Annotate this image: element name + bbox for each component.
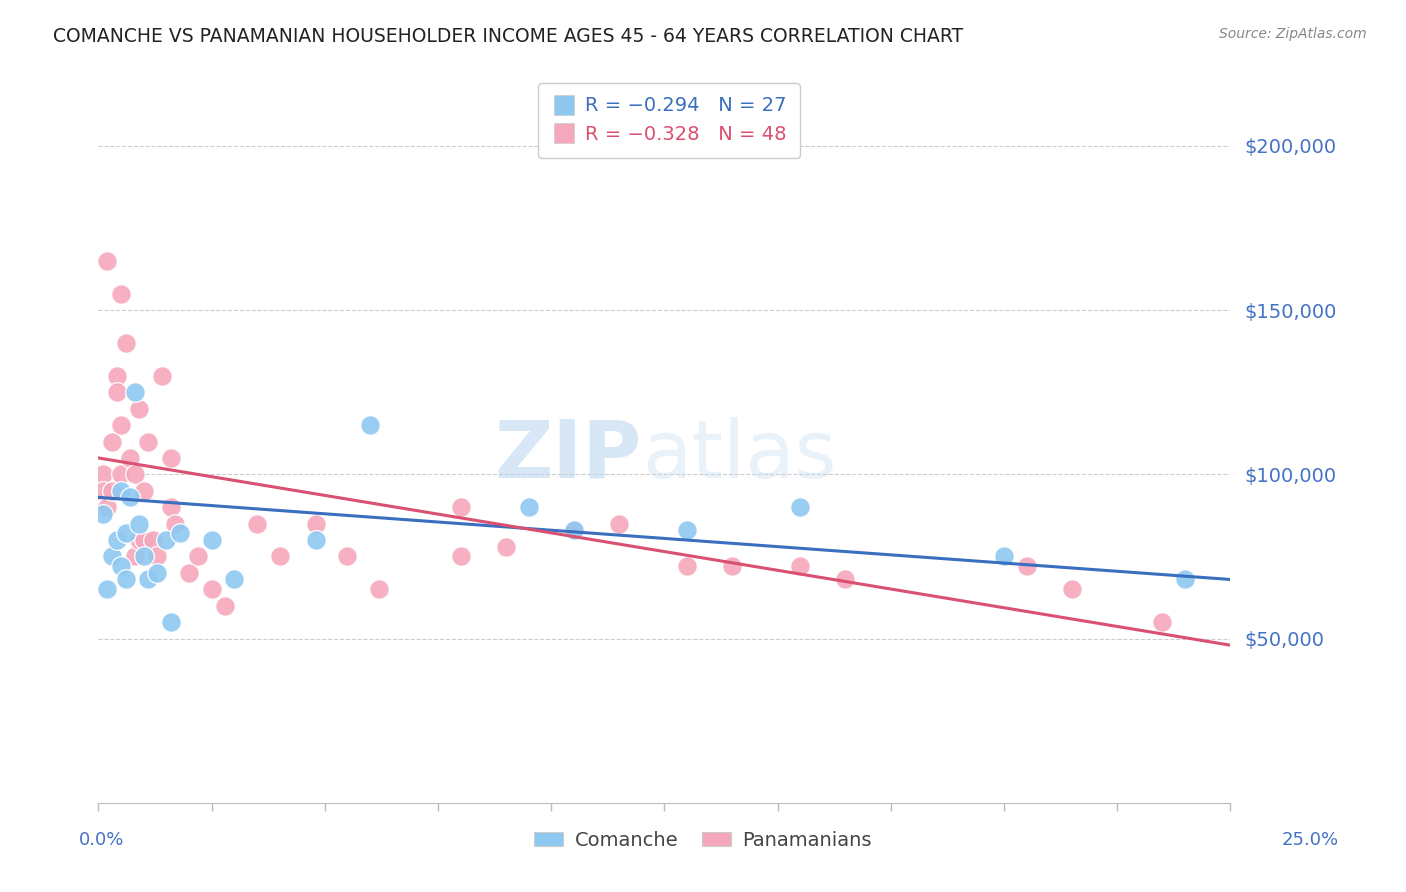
Point bbox=[305, 516, 328, 531]
Point bbox=[721, 559, 744, 574]
Legend: Comanche, Panamanians: Comanche, Panamanians bbox=[526, 822, 880, 857]
Point bbox=[676, 559, 699, 574]
Point bbox=[993, 549, 1015, 564]
Point bbox=[96, 253, 118, 268]
Point bbox=[91, 483, 114, 498]
Point bbox=[128, 401, 150, 416]
Point bbox=[201, 582, 224, 597]
Point bbox=[110, 467, 132, 482]
Point bbox=[177, 566, 200, 580]
Point bbox=[1060, 582, 1083, 597]
Point bbox=[607, 516, 630, 531]
Point bbox=[1015, 559, 1038, 574]
Point bbox=[124, 385, 146, 400]
Point bbox=[110, 286, 132, 301]
Point bbox=[450, 500, 472, 515]
Point bbox=[676, 523, 699, 537]
Point bbox=[96, 500, 118, 515]
Point bbox=[562, 523, 585, 537]
Point bbox=[101, 483, 124, 498]
Point bbox=[136, 573, 159, 587]
Point bbox=[132, 549, 155, 564]
Point bbox=[114, 336, 136, 351]
Point bbox=[1152, 615, 1174, 630]
Point bbox=[214, 599, 236, 613]
Point bbox=[165, 516, 187, 531]
Point bbox=[91, 467, 114, 482]
Point bbox=[114, 573, 136, 587]
Point bbox=[146, 566, 169, 580]
Point bbox=[101, 434, 124, 449]
Point bbox=[517, 500, 540, 515]
Point bbox=[187, 549, 209, 564]
Point bbox=[132, 533, 155, 547]
Point bbox=[160, 615, 183, 630]
Point bbox=[146, 549, 169, 564]
Point bbox=[201, 533, 224, 547]
Point bbox=[128, 533, 150, 547]
Point bbox=[136, 434, 159, 449]
Point bbox=[120, 450, 142, 465]
Point bbox=[495, 540, 517, 554]
Point bbox=[562, 523, 585, 537]
Point bbox=[269, 549, 291, 564]
Point bbox=[1174, 573, 1197, 587]
Point bbox=[105, 533, 128, 547]
Point bbox=[789, 500, 811, 515]
Point bbox=[105, 385, 128, 400]
Text: 0.0%: 0.0% bbox=[79, 830, 124, 848]
Point bbox=[160, 450, 183, 465]
Point bbox=[91, 507, 114, 521]
Point bbox=[110, 559, 132, 574]
Point bbox=[359, 418, 381, 433]
Point bbox=[305, 533, 328, 547]
Text: ZIP: ZIP bbox=[495, 417, 641, 495]
Point bbox=[105, 368, 128, 383]
Point bbox=[142, 533, 165, 547]
Point bbox=[114, 526, 136, 541]
Text: COMANCHE VS PANAMANIAN HOUSEHOLDER INCOME AGES 45 - 64 YEARS CORRELATION CHART: COMANCHE VS PANAMANIAN HOUSEHOLDER INCOM… bbox=[53, 27, 963, 45]
Point bbox=[155, 533, 177, 547]
Text: 25.0%: 25.0% bbox=[1282, 830, 1339, 848]
Point bbox=[789, 559, 811, 574]
Point bbox=[169, 526, 191, 541]
Point bbox=[150, 368, 173, 383]
Point bbox=[110, 483, 132, 498]
Point bbox=[246, 516, 269, 531]
Point bbox=[336, 549, 359, 564]
Point bbox=[132, 483, 155, 498]
Point bbox=[160, 500, 183, 515]
Point bbox=[450, 549, 472, 564]
Point bbox=[124, 467, 146, 482]
Text: Source: ZipAtlas.com: Source: ZipAtlas.com bbox=[1219, 27, 1367, 41]
Point bbox=[120, 491, 142, 505]
Point bbox=[96, 582, 118, 597]
Point bbox=[110, 418, 132, 433]
Point bbox=[368, 582, 391, 597]
Text: atlas: atlas bbox=[641, 417, 837, 495]
Point bbox=[834, 573, 856, 587]
Point bbox=[128, 516, 150, 531]
Point bbox=[101, 549, 124, 564]
Point bbox=[224, 573, 246, 587]
Legend: R = −0.294   N = 27, R = −0.328   N = 48: R = −0.294 N = 27, R = −0.328 N = 48 bbox=[538, 83, 800, 158]
Point bbox=[124, 549, 146, 564]
